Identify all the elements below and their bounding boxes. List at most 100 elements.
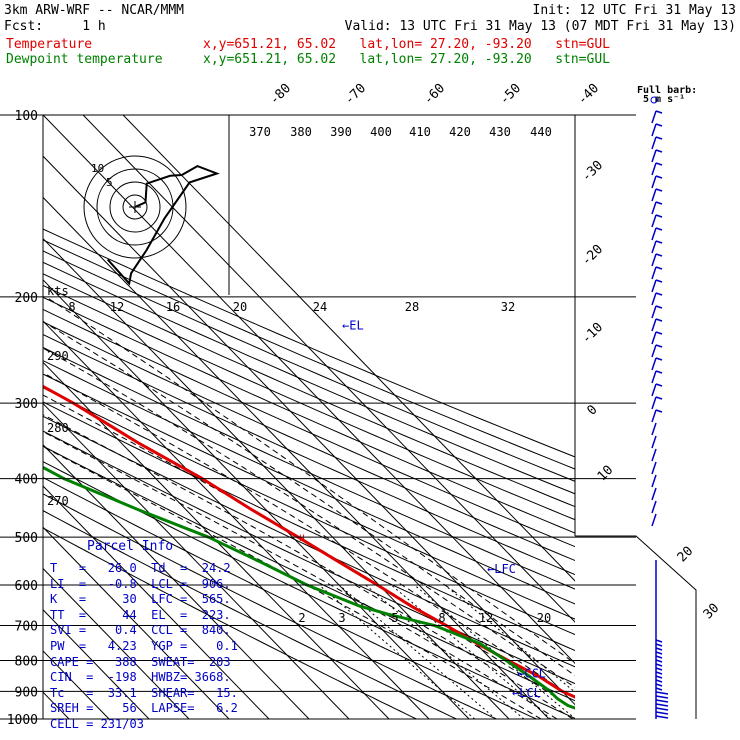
level-annotation: ←LCL: [512, 686, 541, 700]
mixing-ratio-label: 32: [501, 300, 515, 314]
dry-adiabat-line: [43, 228, 575, 458]
dry-adiabat-line: [43, 296, 575, 534]
parcel-info-row: Tc = 33.1 SHEAR= 15.: [50, 685, 238, 700]
dry-adiabat-line: [43, 493, 498, 719]
theta-label: 390: [330, 125, 352, 139]
theta-e-label: 280: [47, 421, 69, 435]
dewpoint-profile: [43, 465, 575, 710]
wind-barb: [655, 663, 663, 667]
wind-barb: [655, 279, 663, 283]
mixing-ratio-label: 16: [166, 300, 180, 314]
pressure-label: 500: [15, 531, 38, 546]
wind-barb: [651, 253, 657, 267]
wind-barb: [655, 396, 663, 400]
isotherm-label: -70: [342, 81, 369, 108]
wind-barb: [651, 435, 657, 449]
dry-adiabat-line: [43, 346, 575, 590]
dry-adiabat-line: [43, 284, 575, 521]
isotherm-label: -40: [575, 81, 602, 108]
wind-barb: [651, 110, 657, 124]
isotherm-line: [43, 485, 270, 719]
barb-key-value: 5 m s⁻¹: [643, 94, 686, 105]
isotherm-label: -60: [421, 81, 448, 108]
wind-barb: [655, 253, 663, 257]
wind-barb: [655, 639, 663, 643]
pressure-label: 800: [15, 654, 38, 669]
isotherm-label: -10: [579, 320, 606, 347]
wind-barb: [651, 383, 657, 397]
theta-label: 410: [409, 125, 431, 139]
wind-barb: [655, 149, 663, 153]
theta-e-label: 270: [47, 494, 69, 508]
isotherm-label: 0: [584, 402, 600, 418]
wind-barb: [655, 659, 663, 663]
barb-key-title: Full barb:: [637, 85, 698, 96]
pressure-label: 300: [15, 397, 38, 412]
wind-barb: [655, 266, 663, 270]
dry-adiabat-line: [43, 476, 538, 719]
isotherm-label: -30: [579, 158, 606, 185]
wind-barb: [655, 675, 663, 679]
dry-adiabat-line: [43, 239, 575, 470]
wind-barb: [651, 201, 657, 215]
mixing-ratio-label: 8: [68, 300, 75, 314]
isotherm-line: [43, 196, 550, 719]
wind-barb: [655, 667, 663, 671]
kts-label: kts: [47, 284, 69, 298]
wind-barb: [655, 695, 669, 699]
wind-barb: [655, 136, 663, 140]
pressure-label: 900: [15, 685, 38, 700]
wind-barb: [651, 422, 657, 436]
pressure-label: 1000: [7, 713, 38, 728]
wind-barb: [651, 279, 657, 293]
level-annotation: ←EL: [342, 318, 364, 332]
parcel-info-title: Parcel Info: [87, 539, 174, 554]
dry-adiabat-line: [43, 387, 575, 636]
isotherm-line: [43, 526, 230, 719]
hodograph-trace: [106, 164, 220, 286]
theta-label: 440: [530, 125, 552, 139]
wind-barb: [651, 357, 657, 371]
wind-barb: [651, 370, 657, 384]
dry-adiabat-line: [43, 261, 575, 495]
wind-barb: [651, 396, 657, 410]
wind-barb: [651, 136, 657, 150]
level-annotation: ←CCL: [517, 666, 546, 680]
temperature-legend: Temperature: [6, 37, 93, 52]
hodograph-ring: [83, 155, 187, 259]
wind-barb: [651, 344, 657, 358]
wind-barb: [651, 331, 657, 345]
dry-adiabat-line: [43, 430, 575, 685]
isotherm-line: [43, 155, 575, 706]
isotherm-line: [43, 115, 575, 665]
mixing-ratio-label: 2: [298, 611, 305, 625]
wind-barb: [651, 149, 657, 163]
dry-adiabat-line: [43, 321, 575, 562]
parcel-info-row: SREH = 56 LAPSE= 6.2: [50, 701, 238, 716]
wind-barb: [651, 266, 657, 280]
wind-barb: [651, 487, 657, 501]
theta-label: 430: [489, 125, 511, 139]
dry-adiabat-line: [43, 373, 575, 620]
moist-adiabat-line: [43, 347, 575, 689]
isotherm-label: -20: [579, 242, 606, 269]
theta-label: 400: [370, 125, 392, 139]
dry-adiabat-line: [43, 527, 418, 719]
isotherm-label: -80: [267, 81, 294, 108]
mixing-ratio-label: 20: [537, 611, 551, 625]
temperature-legend-location: x,y=651.21, 65.02 lat,lon= 27.20, -93.20…: [203, 37, 610, 52]
wind-barb: [655, 227, 663, 231]
isotherm-label: 20: [675, 544, 697, 566]
wind-barb: [655, 643, 663, 647]
isotherm-line: [43, 609, 150, 719]
dry-adiabat-line: [43, 308, 575, 548]
mixing-ratio-label: 12: [479, 611, 493, 625]
mixing-ratio-label: 3: [338, 611, 345, 625]
wind-barb: [651, 162, 657, 176]
dry-adiabat-line: [43, 360, 575, 605]
theta-label: 370: [249, 125, 271, 139]
dewpoint-legend: Dewpoint temperature: [6, 52, 163, 67]
wind-barb: [655, 715, 669, 719]
